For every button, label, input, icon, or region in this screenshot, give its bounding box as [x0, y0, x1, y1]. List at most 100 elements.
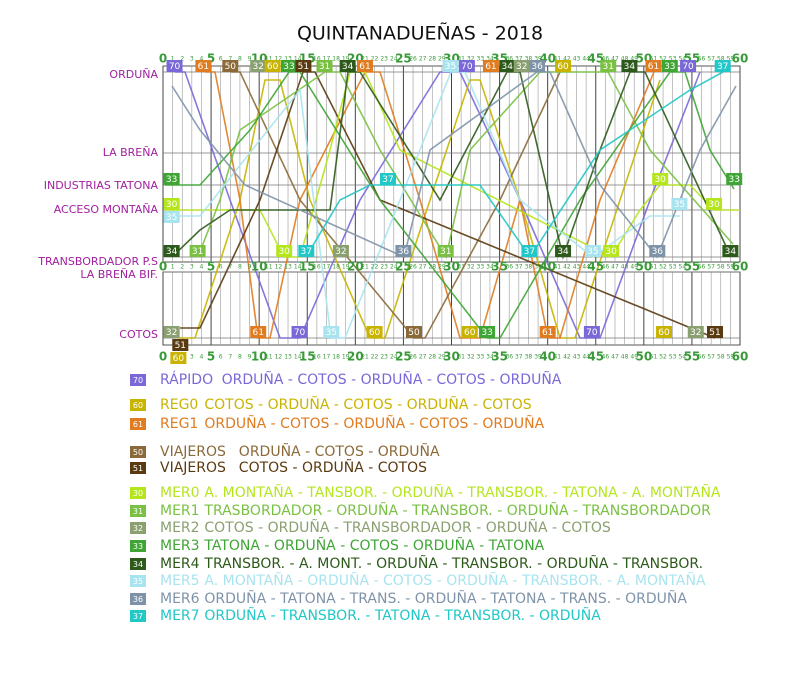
train-box — [555, 60, 572, 72]
train-box — [521, 245, 538, 257]
train-box — [280, 60, 297, 72]
minute-label: 10 — [251, 350, 268, 364]
legend-route: TRASBORDADOR - ORDUÑA - TRANSBOR. - ORDU… — [203, 502, 711, 519]
train-box — [603, 245, 620, 257]
legend-code: 35 — [133, 577, 143, 586]
train-code: 33 — [729, 175, 740, 185]
minute-label: 52 — [659, 264, 667, 271]
minute-label: 47 — [611, 264, 619, 271]
minute-label: 9 — [248, 56, 252, 63]
minute-label: 31 — [457, 56, 465, 63]
train-code: 50 — [225, 62, 237, 72]
minute-label: 24 — [390, 56, 398, 63]
minute-label: 0 — [159, 350, 167, 364]
train-code: 37 — [382, 175, 393, 185]
minute-label: 59 — [727, 354, 735, 361]
minute-label: 35 — [491, 260, 508, 274]
legend-box — [130, 462, 146, 474]
legend-code: 32 — [133, 524, 143, 533]
minute-label: 52 — [659, 56, 667, 63]
minute-label: 56 — [698, 56, 706, 63]
minute-label: 17 — [323, 264, 331, 271]
legend-route: TRANSBOR. - A. MONT. - ORDUÑA - TRANSBOR… — [203, 555, 703, 572]
minute-label: 3 — [190, 354, 194, 361]
train-code: 70 — [586, 328, 598, 338]
legend-box — [130, 522, 146, 534]
train-code: 60 — [173, 354, 185, 364]
legend-box — [130, 399, 146, 411]
minute-label: 19 — [342, 56, 350, 63]
minute-label: 55 — [684, 350, 701, 364]
minute-label: 58 — [717, 264, 725, 271]
train-code: 37 — [717, 62, 728, 72]
train-box — [323, 326, 340, 338]
train-box — [442, 60, 459, 72]
minute-label: 25 — [395, 52, 412, 66]
minute-label: 24 — [390, 354, 398, 361]
train-code: 70 — [461, 62, 473, 72]
legend-name: MER6 — [160, 591, 200, 607]
legend-code: 36 — [133, 595, 143, 604]
train-box — [163, 326, 180, 338]
minute-label: 6 — [219, 354, 223, 361]
train-code: 34 — [624, 62, 636, 72]
train-box — [645, 60, 662, 72]
minute-label: 43 — [573, 56, 581, 63]
minute-label: 57 — [707, 264, 715, 271]
train-code: 61 — [252, 328, 263, 338]
train-box — [163, 173, 180, 185]
legend-box — [130, 446, 146, 458]
minute-label: 1 — [171, 264, 175, 271]
legend-code: 30 — [133, 489, 143, 498]
minute-label: 23 — [380, 264, 388, 271]
station-label: COTOS — [119, 328, 158, 341]
minute-label: 33 — [477, 264, 485, 271]
minute-label: 56 — [698, 264, 706, 271]
minute-label: 22 — [371, 56, 379, 63]
minute-label: 26 — [409, 354, 417, 361]
path — [197, 71, 734, 260]
minute-label: 41 — [553, 56, 561, 63]
minute-label: 3 — [190, 56, 194, 63]
minute-label: 56 — [698, 354, 706, 361]
minute-label: 8 — [238, 56, 242, 63]
legend-route: COTOS - ORDUÑA - COTOS - ORDUÑA - COTOS — [204, 396, 531, 413]
train-box — [671, 198, 688, 210]
minute-label: 26 — [409, 56, 417, 63]
train-code: 34 — [342, 62, 354, 72]
legend-name: VIAJEROS — [160, 444, 226, 460]
minute-label: 13 — [284, 264, 292, 271]
minute-label: 48 — [621, 354, 629, 361]
legend-box — [130, 505, 146, 517]
minute-label: 6 — [219, 264, 223, 271]
path — [231, 71, 561, 339]
minute-label: 41 — [553, 264, 561, 271]
minute-label: 48 — [621, 56, 629, 63]
train-code: 34 — [502, 62, 514, 72]
minute-label: 59 — [727, 56, 735, 63]
minute-label: 37 — [515, 264, 523, 271]
train-box — [687, 326, 704, 338]
minute-label: 38 — [525, 264, 533, 271]
minute-label: 14 — [294, 56, 302, 63]
legend-name: REG1 — [160, 416, 198, 432]
path — [171, 71, 732, 260]
minute-label: 35 — [491, 350, 508, 364]
train-code: 60 — [464, 328, 476, 338]
minute-label: 45 — [587, 350, 604, 364]
minute-label: 39 — [534, 264, 542, 271]
train-code: 32 — [252, 62, 263, 72]
train-box — [722, 245, 739, 257]
minute-label: 54 — [678, 264, 686, 271]
train-box — [222, 60, 239, 72]
minute-label: 42 — [563, 354, 571, 361]
train-code: 31 — [440, 247, 451, 257]
minute-label: 46 — [602, 56, 610, 63]
minute-label: 25 — [395, 350, 412, 364]
minute-label: 10 — [251, 260, 268, 274]
train-code: 34 — [557, 247, 569, 257]
train-code: 30 — [708, 200, 720, 210]
train-code: 37 — [301, 247, 312, 257]
train-box — [380, 173, 397, 185]
minute-label: 19 — [342, 264, 350, 271]
